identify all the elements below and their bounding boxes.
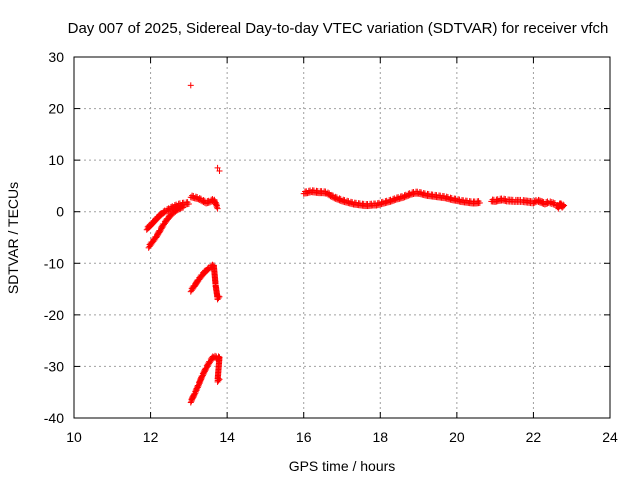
data-point [560,201,567,208]
y-tick-label: 0 [56,204,64,220]
data-point [171,202,178,209]
data-point [214,205,221,212]
data-point [530,200,537,207]
data-point [391,195,398,202]
data-point [400,194,407,201]
plot-frame [73,56,611,419]
data-point [331,195,338,202]
data-point [212,198,219,205]
data-point [211,196,218,203]
data-point [166,206,173,213]
data-point [195,196,202,203]
data-point [536,197,543,204]
y-tick-label: 20 [48,101,64,117]
data-point [200,197,207,204]
data-point [216,167,223,174]
x-tick-label: 16 [296,429,312,445]
data-point [332,193,339,200]
data-point [538,197,545,204]
data-point [404,193,411,200]
data-point [173,201,180,208]
data-point [216,293,223,300]
data-point [561,202,568,209]
x-axis-label: GPS time / hours [289,458,396,474]
data-point [212,199,219,206]
data-point [180,204,187,211]
data-point [176,206,183,213]
data-point [543,198,550,205]
data-point [178,203,185,210]
data-point [216,376,223,383]
data-point [335,196,342,203]
grid [74,57,610,418]
data-point [213,200,220,207]
data-point [330,192,337,199]
data-point [214,164,221,171]
data-point [333,194,340,201]
data-point [195,383,202,390]
x-tick-label: 12 [143,429,159,445]
data-point [390,195,397,202]
data-point [199,198,206,205]
y-tick-label: -40 [44,410,64,426]
data-point [337,195,344,202]
data-point [213,202,220,209]
data-point [336,195,343,202]
data-point [177,203,184,210]
data-point [206,199,213,206]
data-point [539,198,546,205]
y-axis-label: SDTVAR / TECUs [5,182,21,294]
data-point [327,193,334,200]
data-point [187,82,194,89]
y-tick-label: -10 [44,255,64,271]
data-point [210,354,217,361]
axis-ticks: 10 12 14 16 18 20 22 24 -40 -30 -20 -10 0 10 20 30 [44,49,618,445]
x-tick-label: 20 [449,429,465,445]
x-tick-label: 10 [66,429,82,445]
data-point [535,196,542,203]
data-point [197,195,204,202]
data-point [215,293,222,300]
x-tick-label: 22 [526,429,542,445]
x-tick-label: 18 [372,429,388,445]
data-point [531,197,538,204]
data-point [185,200,192,207]
data-point [406,190,413,197]
data-point [187,399,194,406]
data-point [196,195,203,202]
data-point [199,373,206,380]
data-point [388,198,395,205]
y-tick-label: -30 [44,358,64,374]
chart-title: Day 007 of 2025, Sidereal Day-to-day VTE… [68,20,609,37]
data-point [215,375,222,382]
y-tick-label: 10 [48,152,64,168]
x-tick-label: 14 [219,429,235,445]
x-tick-label: 24 [602,429,618,445]
data-point [191,391,198,398]
data-point [405,190,412,197]
y-tick-label: 30 [48,49,64,65]
data-points [143,82,568,406]
data-point [476,199,483,206]
data-point [162,208,169,215]
data-point [541,201,548,208]
data-point [328,191,335,198]
data-point [212,352,219,359]
data-point [324,189,331,196]
y-tick-label: -20 [44,307,64,323]
